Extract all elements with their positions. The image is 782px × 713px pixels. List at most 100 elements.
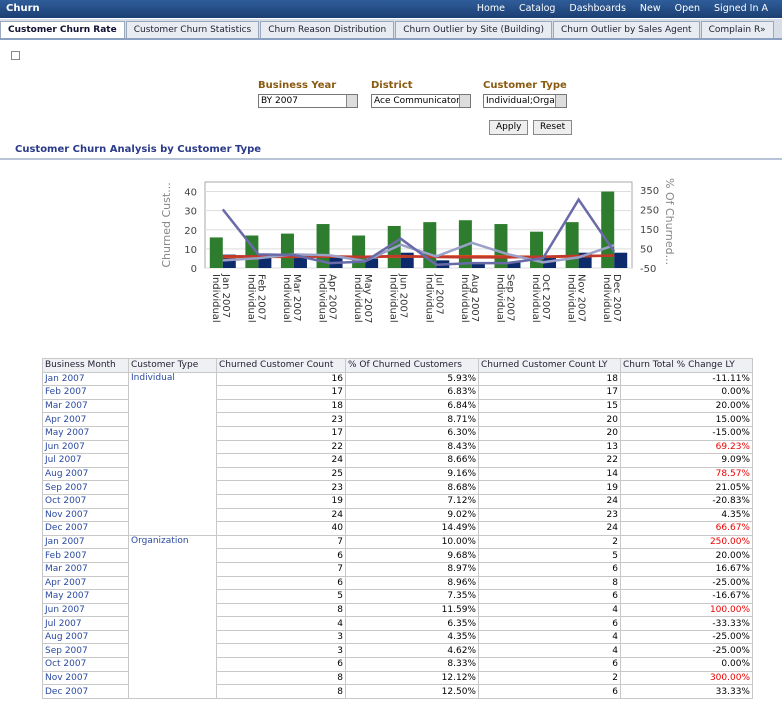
tab[interactable]: Churn Outlier by Site (Building)	[395, 21, 553, 38]
value-cell: 6	[478, 657, 621, 672]
table-row: Sep 2007 23 8.68% 19 21.05%	[42, 480, 753, 495]
column-header: Churned Customer Count	[216, 358, 346, 373]
value-cell: 24	[216, 453, 346, 468]
value-cell: 6.83%	[345, 385, 479, 400]
x-tick-label-line: Individual	[494, 274, 505, 323]
tab[interactable]: Churn Outlier by Sales Agent	[553, 21, 700, 38]
value-cell: 9.68%	[345, 548, 479, 563]
table-row: Oct 2007 19 7.12% 24 -20.83%	[42, 493, 753, 509]
y-tick-label: 10	[184, 245, 197, 256]
nav-link[interactable]: Dashboards	[569, 3, 626, 14]
month-cell[interactable]: Jul 2007	[42, 616, 129, 631]
value-cell: 20	[478, 412, 621, 427]
x-tick-label-line: Aug 2007	[469, 274, 480, 322]
tab[interactable]: Complain R»	[700, 21, 774, 38]
month-cell[interactable]: Oct 2007	[42, 493, 129, 509]
type-cell[interactable]: Individual	[128, 371, 217, 536]
y2-tick-label: -50	[640, 264, 656, 275]
month-cell[interactable]: Dec 2007	[42, 521, 129, 536]
month-cell[interactable]: Jun 2007	[42, 602, 129, 618]
value-cell: 8.68%	[345, 480, 479, 495]
nav-link[interactable]: Signed In A	[714, 3, 768, 14]
month-cell[interactable]: Oct 2007	[42, 657, 129, 672]
value-cell: 300.00%	[620, 670, 753, 686]
x-tick-label-line: Sep 2007	[504, 274, 515, 321]
value-cell: 9.02%	[345, 507, 479, 523]
x-tick-label: Jan 2007Individual	[210, 273, 231, 323]
filter-select[interactable]: BY 2007	[258, 94, 358, 108]
value-cell: 20.00%	[620, 398, 753, 414]
value-cell: 9.09%	[620, 453, 753, 468]
x-tick-label-line: Individual	[245, 274, 256, 323]
month-cell[interactable]: Jun 2007	[42, 439, 129, 455]
filter-select[interactable]: Ace Communicaton	[371, 94, 471, 108]
month-cell[interactable]: Sep 2007	[42, 643, 129, 659]
value-cell: 4	[478, 629, 621, 645]
x-tick-label-line: Individual	[566, 274, 577, 323]
button[interactable]: Apply	[489, 120, 529, 135]
dropdown-arrow[interactable]	[346, 95, 357, 107]
tab[interactable]: Churn Reason Distribution	[260, 21, 395, 38]
table-row: Jan 2007 Individual 16 5.93% 18 -11.11%	[42, 371, 753, 536]
month-cell[interactable]: Mar 2007	[42, 398, 129, 414]
y2-axis-title: % Of Churned...	[663, 178, 676, 265]
value-cell: 7	[216, 561, 346, 577]
value-cell: 13	[478, 439, 621, 455]
month-cell[interactable]: Sep 2007	[42, 480, 129, 495]
month-cell[interactable]: Jan 2007	[42, 534, 129, 550]
month-cell[interactable]: Dec 2007	[42, 684, 129, 699]
tabs: Customer Churn Rate Customer Churn Statis…	[0, 19, 782, 40]
column-header: Customer Type	[128, 358, 217, 373]
value-cell: 6.84%	[345, 398, 479, 414]
bar	[471, 262, 485, 268]
button[interactable]: Reset	[533, 120, 573, 135]
nav-link[interactable]: Home	[476, 3, 505, 14]
filter-select[interactable]: Individual;Orga	[483, 94, 567, 108]
bar	[565, 222, 579, 268]
bar	[507, 262, 521, 268]
month-cell[interactable]: Feb 2007	[42, 385, 129, 400]
value-cell: 8.97%	[345, 561, 479, 577]
bar	[258, 256, 272, 268]
dropdown-arrow[interactable]	[555, 95, 566, 107]
bar	[494, 224, 508, 268]
nav: Home Catalog Dashboards New Open Signed In A	[477, 3, 782, 14]
value-cell: 0.00%	[620, 657, 753, 672]
value-cell: 8.43%	[345, 439, 479, 455]
value-cell: 5	[216, 589, 346, 604]
month-cell[interactable]: Jan 2007	[42, 371, 129, 387]
value-cell: 3	[216, 629, 346, 645]
month-cell[interactable]: Apr 2007	[42, 412, 129, 427]
month-cell[interactable]: Aug 2007	[42, 629, 129, 645]
value-cell: 250.00%	[620, 534, 753, 550]
value-cell: 8.33%	[345, 657, 479, 672]
tab[interactable]: Customer Churn Statistics	[125, 21, 260, 38]
collapse-icon[interactable]	[11, 51, 20, 60]
nav-link[interactable]: Open	[674, 3, 701, 14]
month-cell[interactable]: May 2007	[42, 589, 129, 604]
tab[interactable]: Customer Churn Rate	[0, 21, 125, 38]
value-cell: 0.00%	[620, 385, 753, 400]
value-cell: 16.67%	[620, 561, 753, 577]
type-cell[interactable]: Organization	[128, 534, 217, 699]
month-cell[interactable]: Feb 2007	[42, 548, 129, 563]
x-tick-label-line: May 2007	[362, 274, 373, 323]
dropdown-arrow[interactable]	[459, 95, 470, 107]
y2-tick-label: 150	[640, 225, 659, 236]
month-cell[interactable]: Apr 2007	[42, 575, 129, 591]
nav-link[interactable]: Catalog	[518, 3, 556, 14]
x-tick-label-line: Individual	[423, 274, 434, 323]
month-cell[interactable]: Jul 2007	[42, 453, 129, 468]
month-cell[interactable]: May 2007	[42, 425, 129, 441]
month-cell[interactable]: Nov 2007	[42, 507, 129, 523]
month-cell[interactable]: Aug 2007	[42, 466, 129, 482]
value-cell: 14.49%	[345, 521, 479, 536]
nav-link[interactable]: New	[639, 3, 661, 14]
month-cell[interactable]: Nov 2007	[42, 670, 129, 686]
value-cell: 8.96%	[345, 575, 479, 591]
month-cell[interactable]: Mar 2007	[42, 561, 129, 577]
table-row: Mar 2007 7 8.97% 6 16.67%	[42, 561, 753, 577]
value-cell: -25.00%	[620, 643, 753, 659]
x-tick-label-line: Feb 2007	[255, 274, 266, 320]
value-cell: -16.67%	[620, 589, 753, 604]
